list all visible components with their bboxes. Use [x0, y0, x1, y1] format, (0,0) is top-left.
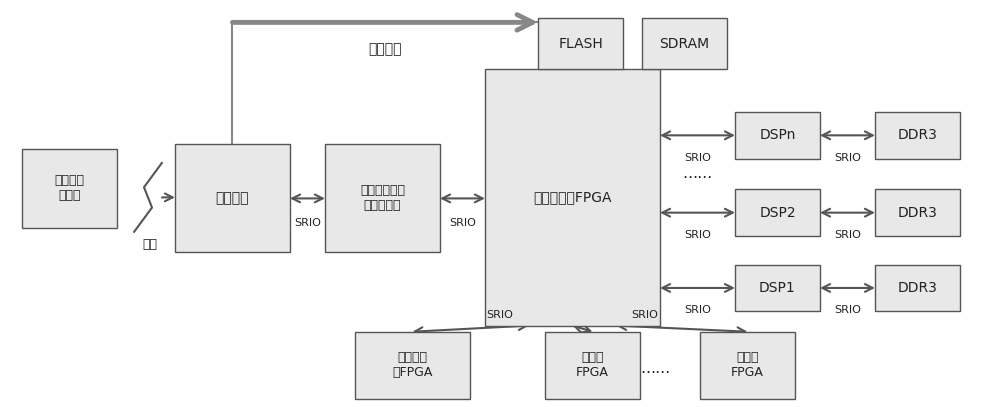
Text: SRIO: SRIO: [834, 230, 861, 240]
Text: 远程升级
服务器: 远程升级 服务器: [54, 174, 84, 202]
Bar: [700, 332, 795, 399]
Bar: [875, 112, 960, 159]
Text: SRIO: SRIO: [632, 311, 658, 320]
Text: SRIO: SRIO: [684, 153, 711, 163]
Text: 总线接口在线
配置管理器: 总线接口在线 配置管理器: [360, 184, 405, 212]
Text: SDRAM: SDRAM: [659, 37, 710, 51]
Bar: [875, 265, 960, 311]
Bar: [735, 265, 820, 311]
Text: 测量板
FPGA: 测量板 FPGA: [731, 351, 764, 379]
Text: 自动配置: 自动配置: [368, 42, 402, 56]
Text: DSPn: DSPn: [759, 128, 796, 142]
Bar: [325, 144, 440, 252]
Bar: [485, 69, 660, 326]
Text: 频率功率
板FPGA: 频率功率 板FPGA: [392, 351, 433, 379]
Text: SRIO: SRIO: [487, 311, 513, 320]
Text: FLASH: FLASH: [558, 37, 603, 51]
Text: SRIO: SRIO: [684, 230, 711, 240]
Text: 中央处理的FPGA: 中央处理的FPGA: [533, 190, 612, 204]
Bar: [175, 144, 290, 252]
Text: ……: ……: [682, 166, 713, 182]
Text: DDR3: DDR3: [898, 128, 937, 142]
Text: SRIO: SRIO: [449, 218, 476, 228]
Bar: [642, 18, 727, 69]
Text: DSP2: DSP2: [759, 206, 796, 220]
Bar: [538, 18, 623, 69]
Bar: [355, 332, 470, 399]
Text: SRIO: SRIO: [294, 218, 321, 228]
Bar: [875, 189, 960, 236]
Text: DSP1: DSP1: [759, 281, 796, 295]
Text: DDR3: DDR3: [898, 206, 937, 220]
Text: 电源板
FPGA: 电源板 FPGA: [576, 351, 609, 379]
Bar: [22, 149, 117, 228]
Text: SRIO: SRIO: [834, 153, 861, 163]
Text: DDR3: DDR3: [898, 281, 937, 295]
Text: SRIO: SRIO: [684, 305, 711, 315]
Bar: [545, 332, 640, 399]
Text: 网络: 网络: [143, 238, 158, 251]
Bar: [735, 189, 820, 236]
Text: ……: ……: [640, 361, 670, 376]
Text: 主机程序: 主机程序: [216, 191, 249, 206]
Text: SRIO: SRIO: [834, 305, 861, 315]
Bar: [735, 112, 820, 159]
